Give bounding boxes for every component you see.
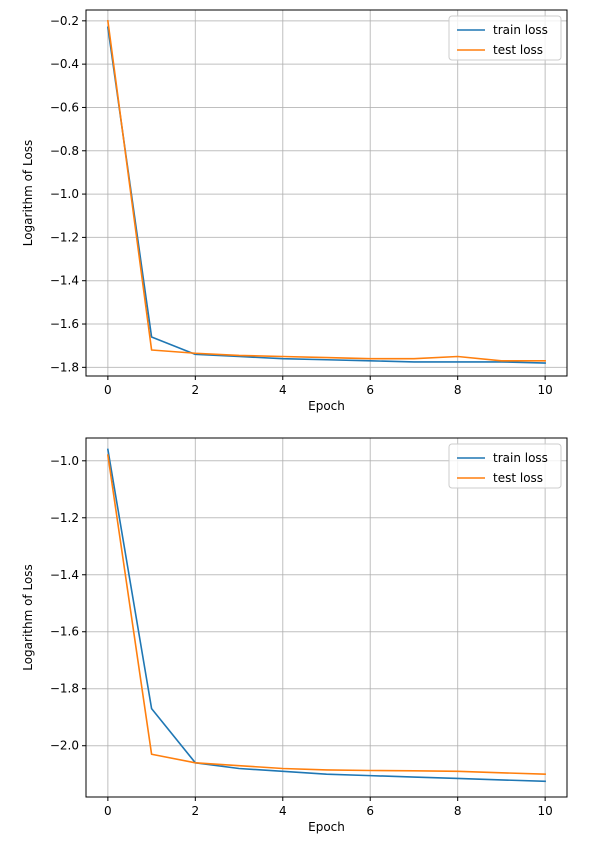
y-tick-label: −0.8 bbox=[50, 144, 79, 158]
y-tick-label: −1.4 bbox=[50, 568, 79, 582]
y-axis-label: Logarithm of Loss bbox=[21, 140, 35, 247]
plot-frame bbox=[85, 437, 568, 798]
legend-label: test loss bbox=[493, 471, 543, 485]
x-tick-label: 0 bbox=[104, 804, 112, 818]
y-tick-label: −1.6 bbox=[50, 317, 79, 331]
legend-label: test loss bbox=[493, 43, 543, 57]
series-line-test-loss bbox=[106, 454, 546, 776]
y-tick-label: −1.8 bbox=[50, 360, 79, 374]
x-tick-label: 8 bbox=[454, 383, 462, 397]
x-axis-label: Epoch bbox=[308, 399, 345, 413]
bottom-loss-chart: 0 2 4 6 8 10 −2.0 −1.8 −1.6 −1.4 −1.2 −1.0 Epoch Loga… bbox=[21, 437, 568, 834]
x-tick-label: 0 bbox=[104, 383, 112, 397]
y-tick-label: −1.0 bbox=[50, 187, 79, 201]
x-axis-label: Epoch bbox=[308, 820, 345, 834]
y-tick-label: −1.8 bbox=[50, 682, 79, 696]
y-axis-label: Logarithm of Loss bbox=[21, 564, 35, 671]
y-tick-label: −1.2 bbox=[50, 511, 79, 525]
y-tick-label: −1.6 bbox=[50, 625, 79, 639]
y-tick-label: −1.4 bbox=[50, 274, 79, 288]
legend-box bbox=[448, 15, 562, 61]
plot-frame bbox=[85, 9, 568, 377]
y-tick-label: −1.0 bbox=[50, 454, 79, 468]
series-line-train-loss bbox=[106, 26, 546, 364]
series-line-train-loss bbox=[106, 448, 546, 783]
x-tick-label: 2 bbox=[191, 383, 199, 397]
y-tick-label: −0.6 bbox=[50, 100, 79, 114]
y-tick-label: −0.4 bbox=[50, 57, 79, 71]
legend-box bbox=[448, 443, 562, 489]
y-tick-label: −2.0 bbox=[50, 739, 79, 753]
top-loss-chart: 0 2 4 6 8 10 −1.8 −1.6 −1.4 −1.2 −1.0 −0.8 −0.6 −0.4 −… bbox=[21, 9, 568, 413]
x-tick-label: 10 bbox=[537, 804, 552, 818]
x-tick-label: 10 bbox=[537, 383, 552, 397]
x-tick-label: 2 bbox=[191, 804, 199, 818]
x-tick-label: 4 bbox=[279, 383, 287, 397]
series-line-test-loss bbox=[106, 19, 546, 362]
x-tick-label: 6 bbox=[366, 804, 374, 818]
x-tick-label: 4 bbox=[279, 804, 287, 818]
legend-label: train loss bbox=[493, 451, 548, 465]
y-tick-label: −1.2 bbox=[50, 230, 79, 244]
legend-label: train loss bbox=[493, 23, 548, 37]
y-tick-label: −0.2 bbox=[50, 14, 79, 28]
x-tick-label: 6 bbox=[366, 383, 374, 397]
x-tick-label: 8 bbox=[454, 804, 462, 818]
